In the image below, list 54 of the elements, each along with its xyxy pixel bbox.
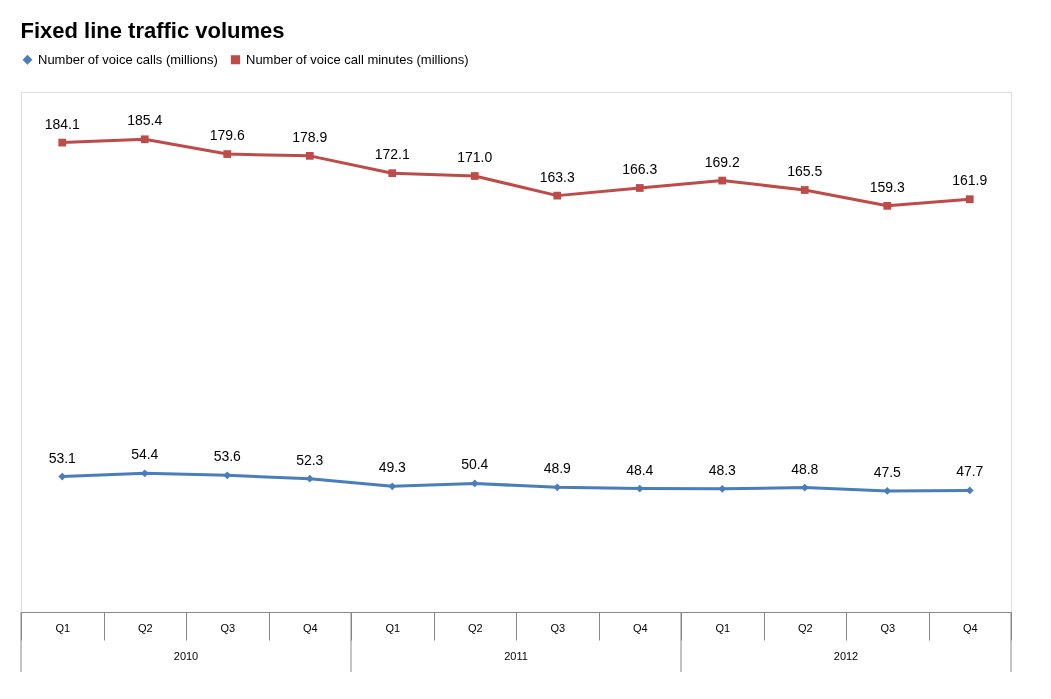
point <box>305 151 314 160</box>
x-tick-label: Q1 <box>385 621 401 634</box>
data-label: 161.9 <box>952 172 988 189</box>
text: 2012 <box>833 650 859 662</box>
data-label: 52.3 <box>296 451 324 468</box>
legend-label: Number of voice calls (millions) <box>38 51 218 67</box>
data-label: 171.0 <box>457 148 493 165</box>
point <box>223 150 232 158</box>
data-label: 47.5 <box>873 463 902 480</box>
point <box>965 195 974 204</box>
text: 2011 <box>504 650 528 662</box>
point <box>800 186 809 194</box>
data-label: 184.1 <box>44 115 80 132</box>
x-tick-label: Q4 <box>302 621 318 634</box>
x-tick-label: Q4 <box>632 621 648 634</box>
data-label: 48.4 <box>626 461 654 478</box>
data-label: 48.3 <box>708 461 737 478</box>
data-label: 185.4 <box>127 112 163 129</box>
x-tick-label: Q2 <box>137 621 153 634</box>
point <box>140 135 149 144</box>
data-label: 172.1 <box>374 146 410 163</box>
x-tick-label: Q1 <box>55 621 71 634</box>
data-label: 169.2 <box>704 153 740 170</box>
data-label: 50.4 <box>461 456 489 473</box>
data-label: 159.3 <box>869 178 905 195</box>
data-label: 54.4 <box>131 446 159 463</box>
x-tick-label: Q4 <box>962 621 978 634</box>
x-tick-label: Q3 <box>550 621 566 634</box>
data-label: 47.7 <box>956 463 984 480</box>
data-label: 48.8 <box>791 460 819 477</box>
text: 2010 <box>173 650 199 662</box>
point <box>553 191 562 200</box>
point <box>718 176 727 185</box>
legend-label: Number of voice call minutes (millions) <box>246 51 469 67</box>
x-tick-label: Q3 <box>880 621 896 634</box>
data-label: 165.5 <box>787 163 823 180</box>
data-label: 178.9 <box>292 128 328 145</box>
data-label: 163.3 <box>539 168 575 185</box>
data-label: 53.6 <box>213 448 242 465</box>
data-label: 49.3 <box>378 459 407 476</box>
chart-title: Fixed line traffic volumes <box>20 18 285 43</box>
point <box>635 184 644 192</box>
point <box>883 201 892 210</box>
data-label: 166.3 <box>622 160 658 177</box>
data-label: 179.6 <box>209 127 245 144</box>
data-label: 53.1 <box>48 449 77 466</box>
point <box>58 138 67 147</box>
data-label: 48.9 <box>543 460 572 477</box>
x-tick-label: Q3 <box>220 621 236 634</box>
point <box>388 169 397 178</box>
point <box>470 172 479 180</box>
x-tick-label: Q2 <box>797 621 813 634</box>
x-tick-label: Q1 <box>715 621 731 634</box>
x-tick-label: Q2 <box>467 621 483 634</box>
